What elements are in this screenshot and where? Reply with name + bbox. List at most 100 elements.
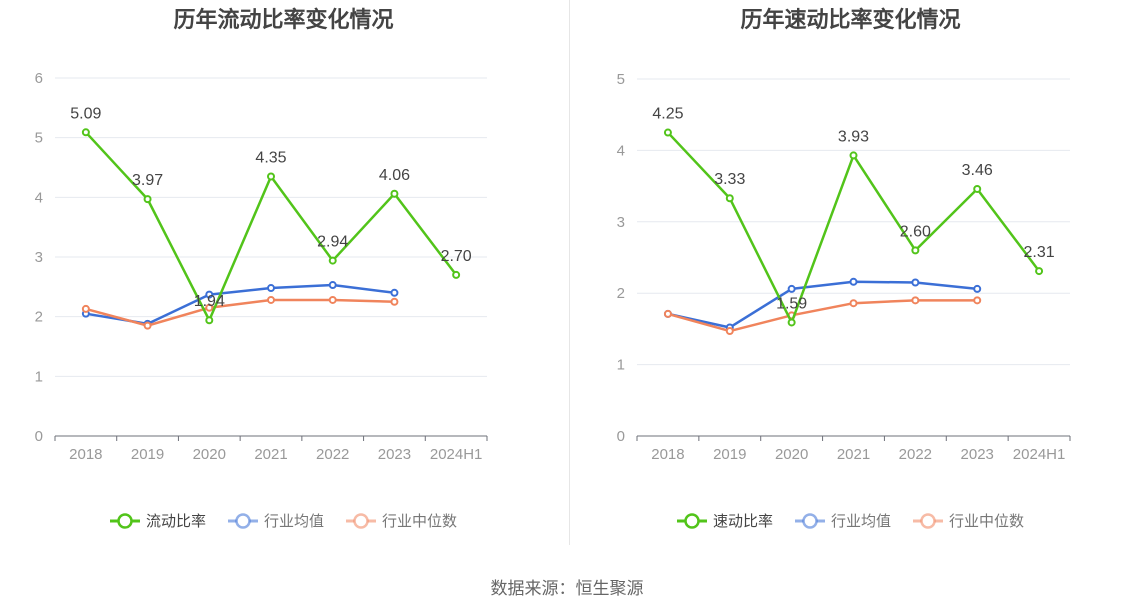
data-point (973, 284, 982, 293)
x-tick-label: 2020 (775, 446, 808, 463)
chart-legend: 流动比率 行业均值 行业中位数 (0, 510, 567, 531)
data-point (328, 295, 337, 304)
legend-label: 行业中位数 (382, 513, 458, 530)
x-tick-label: 2021 (254, 446, 287, 463)
x-tick-label: 2018 (69, 446, 102, 463)
data-label: 2.31 (1024, 244, 1055, 261)
quick-ratio-chart: 0 1 2 3 4 5 2018 2019 2020 2021 2022 2023 2024H1 4.25… (617, 71, 1071, 463)
y-tick-label: 5 (35, 130, 43, 147)
x-tick-label: 2024H1 (1013, 446, 1066, 463)
series-line (667, 299, 978, 333)
y-tick-label: 1 (617, 357, 625, 374)
data-label: 4.06 (379, 167, 410, 184)
x-tick-label: 2019 (713, 446, 746, 463)
legend-item[interactable]: 流动比率 (109, 510, 206, 531)
data-point (452, 270, 461, 279)
y-tick-label: 4 (617, 142, 625, 159)
data-point (787, 318, 796, 327)
data-point (390, 297, 399, 306)
data-point (787, 284, 796, 293)
data-point (205, 303, 214, 312)
x-tick-label: 2022 (316, 446, 349, 463)
y-tick-label: 0 (617, 428, 625, 445)
chart-title: 历年速动比率变化情况 (740, 7, 961, 32)
data-point (205, 316, 214, 325)
data-point (849, 151, 858, 160)
legend-line-circle-icon (227, 512, 258, 529)
panel-divider (569, 0, 570, 545)
x-tick-label: 2021 (837, 446, 870, 463)
data-point (911, 278, 920, 287)
legend-line-circle-icon (109, 512, 140, 529)
data-point (143, 195, 152, 204)
legend-label: 行业均值 (830, 513, 891, 530)
data-label: 2.94 (317, 234, 348, 251)
data-label: 5.09 (70, 105, 101, 122)
y-tick-label: 1 (35, 368, 43, 385)
data-point (725, 194, 734, 203)
y-tick-label: 4 (35, 189, 43, 206)
data-point (205, 290, 214, 299)
data-point (911, 296, 920, 305)
legend-item[interactable]: 速动比率 (676, 510, 773, 531)
y-tick-label: 2 (617, 285, 625, 302)
data-label: 3.93 (838, 128, 869, 145)
legend-item[interactable]: 行业均值 (227, 510, 324, 531)
x-tick-label: 2024H1 (430, 446, 483, 463)
legend-label: 行业中位数 (949, 513, 1025, 530)
y-tick-label: 3 (35, 249, 43, 266)
series-line (85, 298, 395, 327)
y-tick-label: 5 (617, 71, 625, 88)
data-label: 1.59 (776, 295, 807, 312)
data-label: 3.97 (132, 172, 163, 189)
current-ratio-chart-panel: 历年流动比率变化情况 0 1 2 3 4 5 6 2018 2019 2020 2021 2022 20… (0, 0, 567, 560)
y-tick-label: 3 (617, 214, 625, 231)
data-label: 2.60 (900, 223, 931, 240)
data-point (267, 172, 275, 181)
data-point (267, 284, 275, 293)
data-point (663, 128, 672, 137)
x-tick-label: 2023 (378, 446, 411, 463)
data-point (849, 299, 858, 308)
legend-line-circle-icon (346, 512, 376, 529)
y-tick-label: 0 (35, 428, 43, 445)
current-ratio-chart: 0 1 2 3 4 5 6 2018 2019 2020 2021 2022 2023 2024H1 5.0… (35, 70, 488, 463)
data-source-note: 数据来源：恒生聚源 (490, 579, 644, 598)
data-point (725, 327, 734, 336)
data-point (81, 304, 90, 313)
data-point (267, 295, 275, 304)
data-point (143, 321, 152, 330)
data-label: 3.46 (962, 162, 993, 179)
legend-item[interactable]: 行业中位数 (346, 510, 457, 531)
data-point (390, 189, 399, 198)
data-point (328, 256, 337, 265)
data-label: 4.25 (652, 106, 683, 123)
x-tick-label: 2018 (651, 446, 684, 463)
x-tick-label: 2019 (131, 446, 164, 463)
chart-title: 历年流动比率变化情况 (173, 7, 394, 32)
data-point (390, 288, 399, 297)
y-tick-label: 2 (35, 309, 43, 326)
data-label: 4.35 (255, 149, 286, 166)
chart-legend: 速动比率 行业均值 行业中位数 (567, 510, 1134, 531)
legend-item[interactable]: 行业中位数 (913, 510, 1024, 531)
data-label: 3.33 (714, 171, 745, 188)
legend-line-circle-icon (794, 512, 825, 529)
x-tick-label: 2022 (899, 446, 932, 463)
legend-line-circle-icon (913, 512, 943, 529)
data-point (1035, 267, 1044, 276)
data-point (849, 277, 858, 286)
series-line (667, 280, 978, 329)
legend-label: 流动比率 (145, 513, 206, 530)
x-tick-label: 2020 (193, 446, 226, 463)
legend-label: 速动比率 (712, 513, 773, 530)
data-label: 2.70 (441, 248, 472, 265)
data-point (911, 246, 920, 255)
legend-line-circle-icon (676, 512, 707, 529)
legend-label: 行业均值 (263, 513, 324, 530)
legend-item[interactable]: 行业均值 (794, 510, 891, 531)
data-point (663, 309, 672, 318)
data-point (973, 296, 982, 305)
data-point (81, 128, 90, 137)
data-point (973, 184, 982, 193)
